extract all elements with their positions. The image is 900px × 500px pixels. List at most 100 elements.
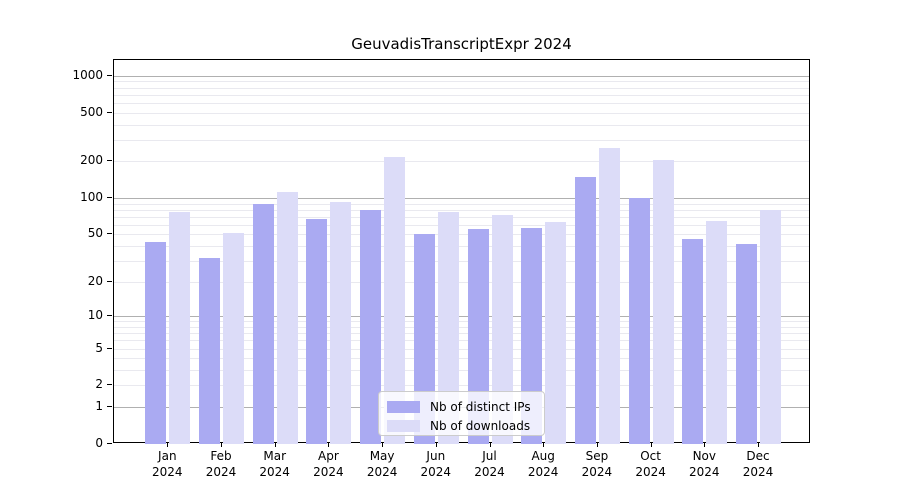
y-tick-mark-20	[107, 280, 112, 282]
legend-swatch-distinct-ips-icon	[387, 400, 420, 413]
bar-downloads-apr	[330, 201, 352, 444]
gridline-30	[114, 261, 809, 262]
bar-distinct-ips-mar	[252, 203, 274, 444]
y-tick-label-1: 1	[95, 399, 103, 414]
bar-distinct-ips-jan	[145, 242, 167, 444]
x-tick-mark-oct	[650, 443, 652, 447]
y-tick-mark-10	[107, 315, 112, 317]
gridline-70	[114, 216, 809, 218]
y-tick-mark-1000	[107, 74, 112, 76]
x-tick-mark-apr	[328, 443, 330, 447]
y-tick-mark-50	[107, 233, 112, 235]
gridline-1000	[114, 75, 809, 77]
y-tick-mark-0	[107, 443, 112, 444]
x-tick-label-jun: Jun 2024	[420, 449, 452, 479]
bar-distinct-ips-may	[360, 209, 382, 444]
bar-distinct-ips-apr	[306, 219, 328, 444]
x-tick-label-oct: Oct 2024	[635, 449, 666, 479]
gridline-200	[114, 161, 809, 163]
bar-downloads-aug	[545, 221, 567, 444]
x-tick-mark-nov	[704, 443, 706, 447]
gridline-6	[114, 340, 809, 342]
bar-downloads-jan	[169, 211, 191, 444]
bar-distinct-ips-oct	[628, 198, 650, 444]
y-tick-label-1000: 1000	[72, 67, 103, 82]
bar-distinct-ips-jul	[467, 228, 489, 444]
x-tick-mark-mar	[274, 443, 276, 447]
bar-downloads-feb	[223, 233, 244, 444]
y-tick-mark-100	[107, 197, 112, 199]
y-tick-mark-500	[107, 111, 112, 113]
gridline-5	[114, 348, 809, 350]
x-tick-mark-may	[382, 443, 384, 447]
x-tick-label-jul: Jul 2024	[474, 449, 505, 479]
legend-label-downloads: Nb of downloads	[430, 418, 531, 433]
bar-downloads-may	[384, 157, 406, 444]
gridline-60	[114, 224, 809, 226]
x-tick-label-jan: Jan 2024	[152, 449, 183, 479]
legend-label-distinct-ips: Nb of distinct IPs	[430, 399, 531, 414]
y-tick-label-20: 20	[87, 273, 103, 288]
x-tick-mark-jul	[489, 443, 491, 447]
y-tick-mark-1	[107, 406, 112, 408]
legend: Nb of distinct IPs Nb of downloads	[378, 391, 545, 436]
bar-downloads-jul	[491, 214, 513, 444]
gridline-9	[114, 321, 809, 323]
x-tick-label-dec: Dec 2024	[742, 449, 774, 479]
x-tick-label-sep: Sep 2024	[581, 449, 613, 479]
bar-downloads-jun	[437, 211, 459, 444]
gridline-3	[114, 370, 809, 372]
bar-downloads-mar	[276, 191, 298, 444]
y-tick-mark-200	[107, 160, 112, 162]
y-tick-mark-2	[107, 384, 112, 386]
y-tick-mark-5	[107, 347, 112, 349]
x-tick-label-apr: Apr 2024	[313, 449, 344, 479]
y-tick-label-50: 50	[87, 226, 103, 241]
x-tick-mark-feb	[221, 443, 222, 447]
gridline-7	[114, 333, 809, 335]
bar-downloads-sep	[598, 148, 620, 444]
gridline-500	[114, 112, 809, 114]
gridline-8	[114, 326, 809, 328]
gridline-700	[114, 94, 809, 96]
gridline-2	[114, 385, 809, 387]
gridline-80	[114, 209, 809, 211]
gridline-50	[114, 234, 809, 236]
bar-downloads-nov	[706, 220, 728, 444]
y-tick-label-500: 500	[80, 104, 103, 119]
y-tick-label-5: 5	[95, 340, 103, 355]
gridline-20	[114, 281, 809, 283]
bar-distinct-ips-nov	[682, 238, 704, 444]
gridline-40	[114, 246, 809, 248]
bar-downloads-oct	[652, 159, 674, 444]
bar-distinct-ips-dec	[736, 243, 757, 444]
gridline-300	[114, 139, 809, 141]
x-tick-label-mar: Mar 2024	[259, 449, 290, 479]
gridline-800	[114, 87, 809, 89]
x-tick-label-feb: Feb 2024	[205, 449, 237, 479]
y-tick-label-100: 100	[80, 190, 103, 205]
x-tick-mark-aug	[543, 443, 545, 447]
bar-distinct-ips-sep	[574, 176, 596, 444]
legend-item-downloads: Nb of downloads	[387, 417, 536, 434]
chart-title: GeuvadisTranscriptExpr 2024	[351, 35, 572, 53]
x-tick-label-nov: Nov 2024	[689, 449, 720, 479]
y-tick-label-10: 10	[87, 308, 103, 323]
gridline-90	[114, 203, 809, 205]
bar-distinct-ips-feb	[199, 257, 220, 444]
x-tick-mark-jan	[167, 443, 169, 447]
x-tick-label-aug: Aug 2024	[527, 449, 559, 479]
x-tick-mark-dec	[758, 443, 759, 447]
gridline-600	[114, 103, 809, 105]
gridline-900	[114, 81, 809, 83]
gridline-100	[114, 198, 809, 200]
plot-area	[113, 59, 810, 444]
gridline-4	[114, 358, 809, 360]
bar-distinct-ips-aug	[521, 227, 543, 444]
bar-downloads-dec	[760, 210, 781, 444]
y-tick-label-0: 0	[95, 436, 103, 450]
x-tick-mark-jun	[435, 443, 437, 447]
gridline-400	[114, 124, 809, 126]
legend-item-distinct-ips: Nb of distinct IPs	[387, 398, 536, 415]
